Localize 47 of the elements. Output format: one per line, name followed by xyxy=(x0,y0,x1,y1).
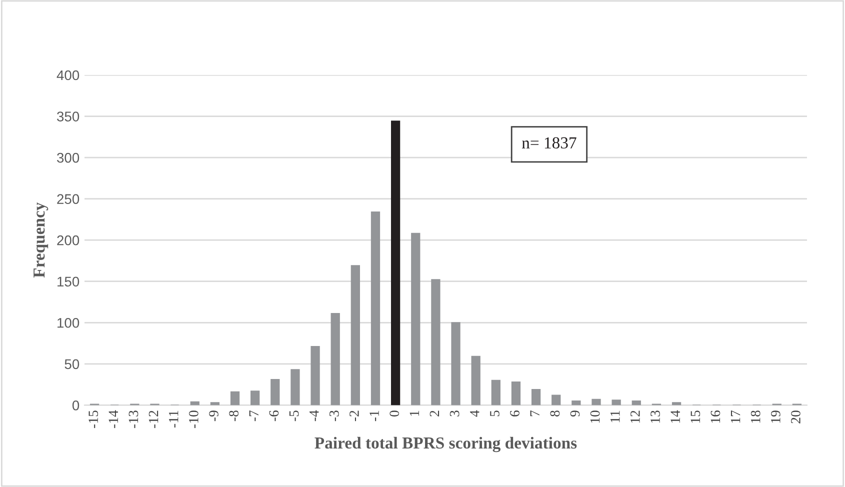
x-tick-label: -7 xyxy=(249,410,258,422)
y-tick-label: 400 xyxy=(56,70,80,80)
x-tick-label: 7 xyxy=(530,410,540,416)
y-tick-label: 250 xyxy=(57,194,80,204)
x-tick-label: 15 xyxy=(690,410,700,423)
x-tick-label: 14 xyxy=(670,410,680,423)
y-tick-label: 300 xyxy=(57,152,80,163)
x-tick-label: 18 xyxy=(750,410,760,423)
x-tick-label: -3 xyxy=(330,410,339,422)
x-tick-label: -4 xyxy=(309,410,319,422)
x-tick-label: -2 xyxy=(350,410,359,422)
x-tick-label: 10 xyxy=(590,410,600,423)
x-tick-label: -1 xyxy=(370,410,379,422)
x-tick-label: -6 xyxy=(269,410,279,422)
x-tick-label: -15 xyxy=(88,410,98,428)
x-tick-label: 4 xyxy=(470,410,480,417)
x-tick-label: -10 xyxy=(188,410,198,428)
x-tick-label: -14 xyxy=(108,410,118,428)
y-tick-label: 50 xyxy=(64,359,80,370)
x-tick-label: 13 xyxy=(650,410,660,423)
x-tick-label: -11 xyxy=(168,410,178,428)
x-tick-label: 0 xyxy=(390,410,400,416)
annotation: n= 1837 xyxy=(522,137,576,149)
x-tick-label: 20 xyxy=(791,410,800,424)
x-tick-label: -12 xyxy=(148,410,158,428)
y-tick-label: 200 xyxy=(57,235,80,246)
x-tick-label: 19 xyxy=(771,410,780,423)
x-tick-label: -5 xyxy=(289,410,299,422)
x-tick-label: 11 xyxy=(610,410,620,422)
x-tick-label: 17 xyxy=(730,410,740,423)
x-tick-label: 8 xyxy=(550,410,560,416)
y-tick-label: 350 xyxy=(57,112,80,122)
x-tick-label: 9 xyxy=(570,410,580,417)
x-tick-label: -8 xyxy=(229,410,238,422)
x-tick-label: 3 xyxy=(450,410,460,416)
x-axis-title: Paired total BPRS scoring deviations xyxy=(314,436,577,452)
x-tick-label: 2 xyxy=(430,410,440,416)
x-tick-label: 5 xyxy=(490,410,500,416)
x-tick-label: 1 xyxy=(410,410,419,416)
y-axis-title: Frequency xyxy=(34,202,48,278)
x-tick-label: -13 xyxy=(128,410,138,428)
y-tick-label: 100 xyxy=(58,318,80,328)
x-tick-label: 12 xyxy=(630,410,640,423)
x-tick-label: 6 xyxy=(510,410,520,416)
x-tick-label: -9 xyxy=(209,410,218,422)
y-tick-label: 150 xyxy=(58,276,80,287)
x-tick-label: 16 xyxy=(710,410,720,423)
